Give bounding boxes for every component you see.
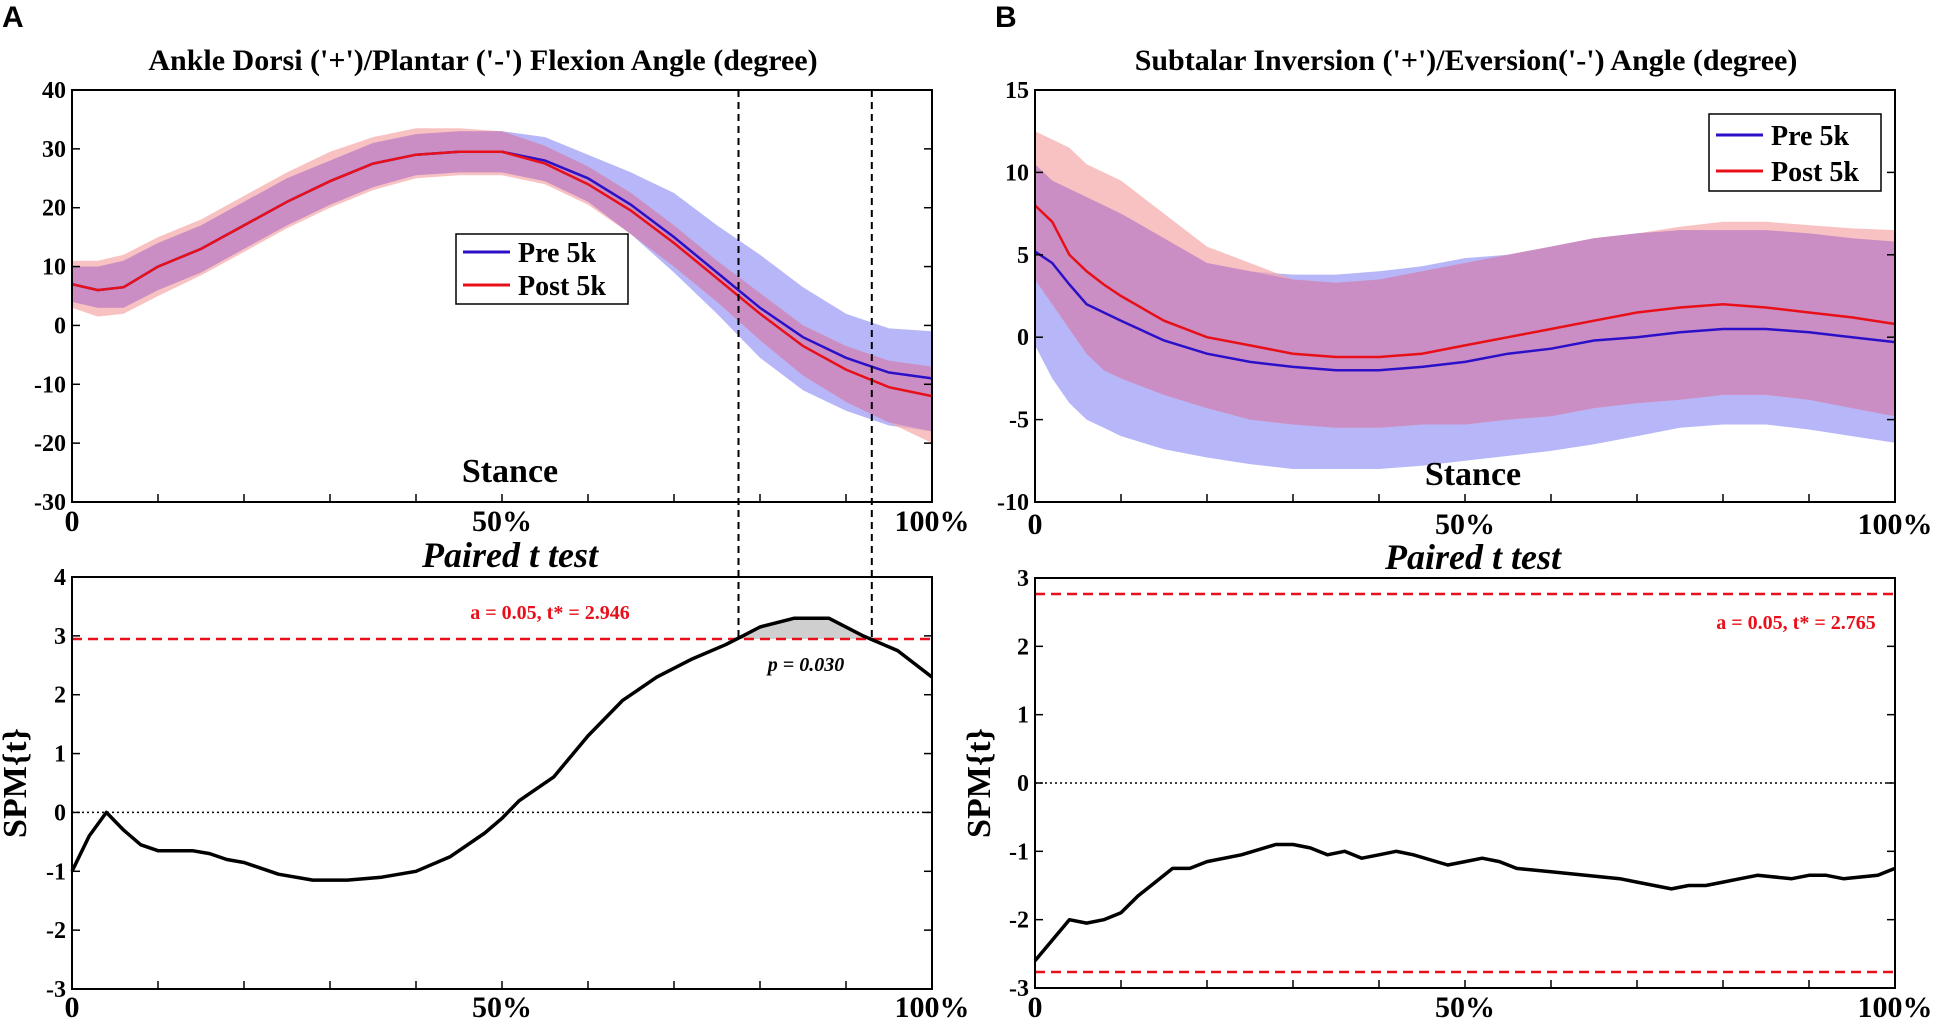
b-top-ytick-label-2: 5	[1017, 243, 1029, 269]
a-top-ytick-label-1: 30	[42, 137, 66, 163]
a-top-ytick-label-5: -10	[34, 372, 66, 398]
panel-b-top-xtick-50: 50%	[1435, 508, 1495, 541]
panel-a-lines	[71, 150, 933, 398]
panel-a-bottom-xtick-100: 100%	[895, 991, 970, 1024]
b-top-line-pre	[1034, 250, 1896, 372]
a-bottom-ytick-label-4: 0	[54, 800, 66, 826]
panel-a-legend-box	[455, 233, 629, 305]
b-bottom-spm-line	[1033, 842, 1896, 962]
panel-a-critical-label: a = 0.05, t* = 2.946	[470, 602, 629, 624]
panel-b-spm-curve	[1033, 842, 1896, 962]
a-bottom-ytick-label-2: 2	[54, 683, 66, 709]
panel-b-bottom-xtick-0: 0	[1028, 991, 1043, 1024]
a-top-band-overlap	[72, 131, 932, 432]
panel-b-legend: Pre 5k Post 5k	[1708, 113, 1882, 192]
a-top-ytick-label-7: -30	[34, 490, 66, 516]
a-bottom-spm-line	[70, 616, 934, 882]
panel-a-bottom-yticks: 4 3 2 1 0 -1 -2 -3	[46, 565, 933, 1003]
b-top-band-overlap	[1035, 164, 1895, 428]
panel-b-top-yticks: 15 10 5 0 -5 -10	[997, 78, 1896, 516]
a-top-ytick-label-0: 40	[42, 78, 66, 104]
panel-b-ylabel: SPM{t}	[961, 728, 998, 838]
panel-b-bottom-xtick-50: 50%	[1435, 991, 1495, 1024]
panel-a-significance-markers	[737, 89, 873, 640]
panel-a-ttest-title: Paired t test	[421, 535, 599, 575]
b-bottom-ytick-label-5: -2	[1009, 908, 1029, 934]
a-bottom-ytick-label-6: -2	[46, 918, 66, 944]
panel-a-xlabel: Stance	[462, 453, 558, 490]
panel-a-ylabel: SPM{t}	[0, 728, 34, 838]
b-top-ytick-label-5: -10	[997, 490, 1029, 516]
panel-a-top-yticks: 40 30 20 10 0 -10 -20 -30	[34, 78, 933, 516]
a-bottom-ytick-label-7: -3	[46, 977, 66, 1003]
a-bottom-ytick-label-1: 3	[54, 624, 66, 650]
a-top-line-post	[71, 150, 933, 398]
b-bottom-ytick-label-1: 2	[1017, 634, 1029, 660]
a-bottom-ytick-label-3: 1	[54, 742, 66, 768]
panel-label-b: B	[995, 1, 1017, 34]
panel-b-bottom-yticks: 3 2 1 0 -1 -2 -3	[1009, 566, 1896, 1002]
panel-a-spm-curve	[70, 616, 934, 882]
panel-a-top-xtick-100: 100%	[895, 505, 970, 538]
a-top-ytick-label-2: 20	[42, 196, 66, 222]
b-bottom-ytick-label-4: -1	[1009, 839, 1029, 865]
panel-a-top-xtick-50: 50%	[472, 505, 532, 538]
panel-b-ttest-title: Paired t test	[1384, 537, 1562, 577]
b-bottom-ytick-label-3: 0	[1017, 771, 1029, 797]
panel-b-lines	[1034, 204, 1896, 372]
panel-a-legend-pre: Pre 5k	[518, 238, 596, 269]
panel-b-bottom-xtick-100: 100%	[1858, 991, 1933, 1024]
a-bottom-ytick-label-0: 4	[54, 565, 66, 591]
b-bottom-ytick-label-6: -3	[1009, 976, 1029, 1002]
b-bottom-ytick-label-0: 3	[1017, 566, 1029, 592]
panel-b-legend-pre: Pre 5k	[1771, 121, 1849, 152]
panel-a-bottom-xtick-50: 50%	[472, 991, 532, 1024]
a-top-ytick-label-3: 10	[42, 255, 66, 281]
b-bottom-ytick-label-2: 1	[1017, 703, 1029, 729]
panel-b-top-xtick-100: 100%	[1858, 508, 1933, 541]
a-top-ytick-label-6: -20	[34, 431, 66, 457]
panel-a-top-xtick-0: 0	[65, 505, 80, 538]
panel-b-top-chart: Subtalar Inversion ('+')/Eversion('-') A…	[997, 44, 1933, 541]
panel-b-reference-lines	[1035, 592, 1895, 974]
panel-a-bands	[72, 128, 932, 444]
b-top-ytick-label-1: 10	[1005, 160, 1029, 186]
panel-b-legend-post: Post 5k	[1771, 157, 1859, 188]
panel-a-legend: Pre 5k Post 5k	[455, 233, 629, 305]
panel-a-title: Ankle Dorsi ('+')/Plantar ('-') Flexion …	[148, 44, 817, 77]
panel-b-critical-label: a = 0.05, t* = 2.765	[1716, 612, 1875, 634]
b-top-line-post	[1034, 204, 1896, 359]
b-top-ytick-label-4: -5	[1009, 408, 1029, 434]
panel-b-xlabel: Stance	[1425, 456, 1521, 493]
panel-label-a: A	[2, 1, 24, 34]
a-bottom-ytick-label-5: -1	[46, 859, 66, 885]
panel-a-p-value: p = 0.030	[766, 654, 844, 676]
panel-a-reference-lines	[72, 637, 932, 814]
panel-b-top-xtick-0: 0	[1028, 508, 1043, 541]
panel-a-legend-post: Post 5k	[518, 271, 606, 302]
panel-a-bottom-chart: Paired t test 4 3 2 1 0 -1 -2 -3 0 50% 100% SPM…	[0, 535, 970, 1024]
b-top-ytick-label-0: 15	[1005, 78, 1029, 104]
b-top-ytick-label-3: 0	[1017, 325, 1029, 351]
panel-b-title: Subtalar Inversion ('+')/Eversion('-') A…	[1135, 44, 1798, 77]
panel-a-top-chart: Ankle Dorsi ('+')/Plantar ('-') Flexion …	[34, 44, 970, 538]
panel-b-bottom-chart: Paired t test 3 2 1 0 -1 -2 -3 0 50% 100% SPM{…	[961, 537, 1933, 1024]
panel-a-bottom-xtick-0: 0	[65, 991, 80, 1024]
a-top-ytick-label-4: 0	[54, 313, 66, 339]
panel-b-legend-box	[1708, 113, 1882, 192]
